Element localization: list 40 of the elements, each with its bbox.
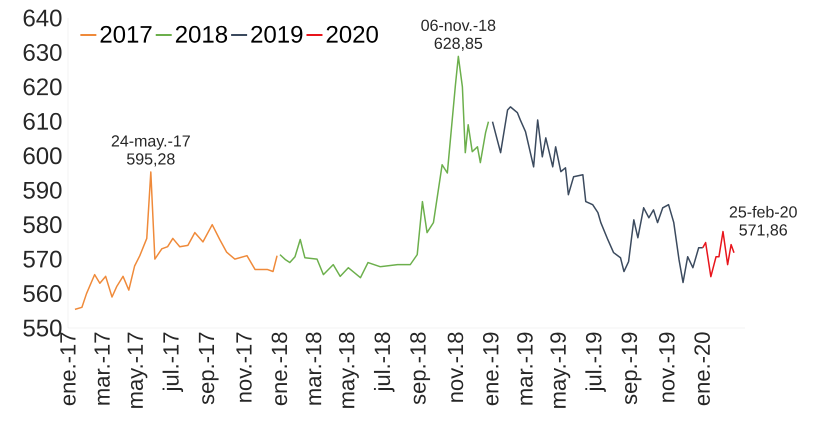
x-tick-label: jul.-18	[374, 332, 394, 392]
x-tick-label: mar.-19	[517, 332, 533, 405]
line-series	[492, 106, 704, 284]
x-tick-label: mar.-18	[306, 332, 322, 405]
legend-label: 2020	[326, 26, 378, 43]
x-tick-label: nov.-17	[236, 332, 252, 402]
x-tick-label: may.-19	[550, 332, 570, 408]
legend-label: 2017	[100, 26, 152, 43]
annotation: 24-may.-17 595,28	[112, 135, 190, 167]
x-tick-label: ene.-18	[272, 332, 288, 406]
x-tick-label: jul.-19	[585, 332, 606, 392]
annotation: 06-nov.-18 628,85	[421, 20, 496, 51]
x-tick-label: sep.-17	[198, 332, 219, 404]
y-tick-label: 640	[24, 9, 62, 26]
x-tick-label: ene.-17	[60, 332, 76, 406]
x-tick-label: mar.-17	[94, 332, 110, 405]
y-tick-label: 560	[23, 285, 62, 302]
x-tick-label: sep.-19	[622, 332, 642, 404]
y-tick-label: 620	[24, 78, 62, 96]
y-tick-label: 630	[24, 44, 62, 61]
y-tick-label: 550	[23, 319, 62, 336]
y-tick-label: 610	[24, 112, 62, 130]
y-tick-label: 600	[24, 147, 62, 164]
x-tick-label: may.-17	[128, 332, 148, 408]
line-series	[279, 56, 490, 278]
y-tick-label: 580	[23, 216, 62, 234]
x-tick-label: ene.-20	[694, 332, 710, 406]
x-tick-label: nov.-19	[659, 332, 675, 402]
annotation: 25-feb-20 571,86	[730, 206, 797, 238]
x-tick-label: nov.-18	[448, 332, 464, 402]
legend-label: 2019	[251, 26, 302, 43]
x-tick-label: sep.-18	[410, 332, 430, 404]
line-series	[702, 230, 735, 278]
y-tick-label: 570	[23, 250, 62, 268]
legend-label: 2018	[176, 26, 228, 43]
line-series	[74, 171, 278, 310]
x-tick-label: jul.-17	[162, 332, 184, 392]
x-tick-label: may.-18	[338, 332, 359, 408]
y-tick-label: 590	[23, 182, 62, 199]
x-tick-label: ene.-19	[482, 332, 499, 406]
